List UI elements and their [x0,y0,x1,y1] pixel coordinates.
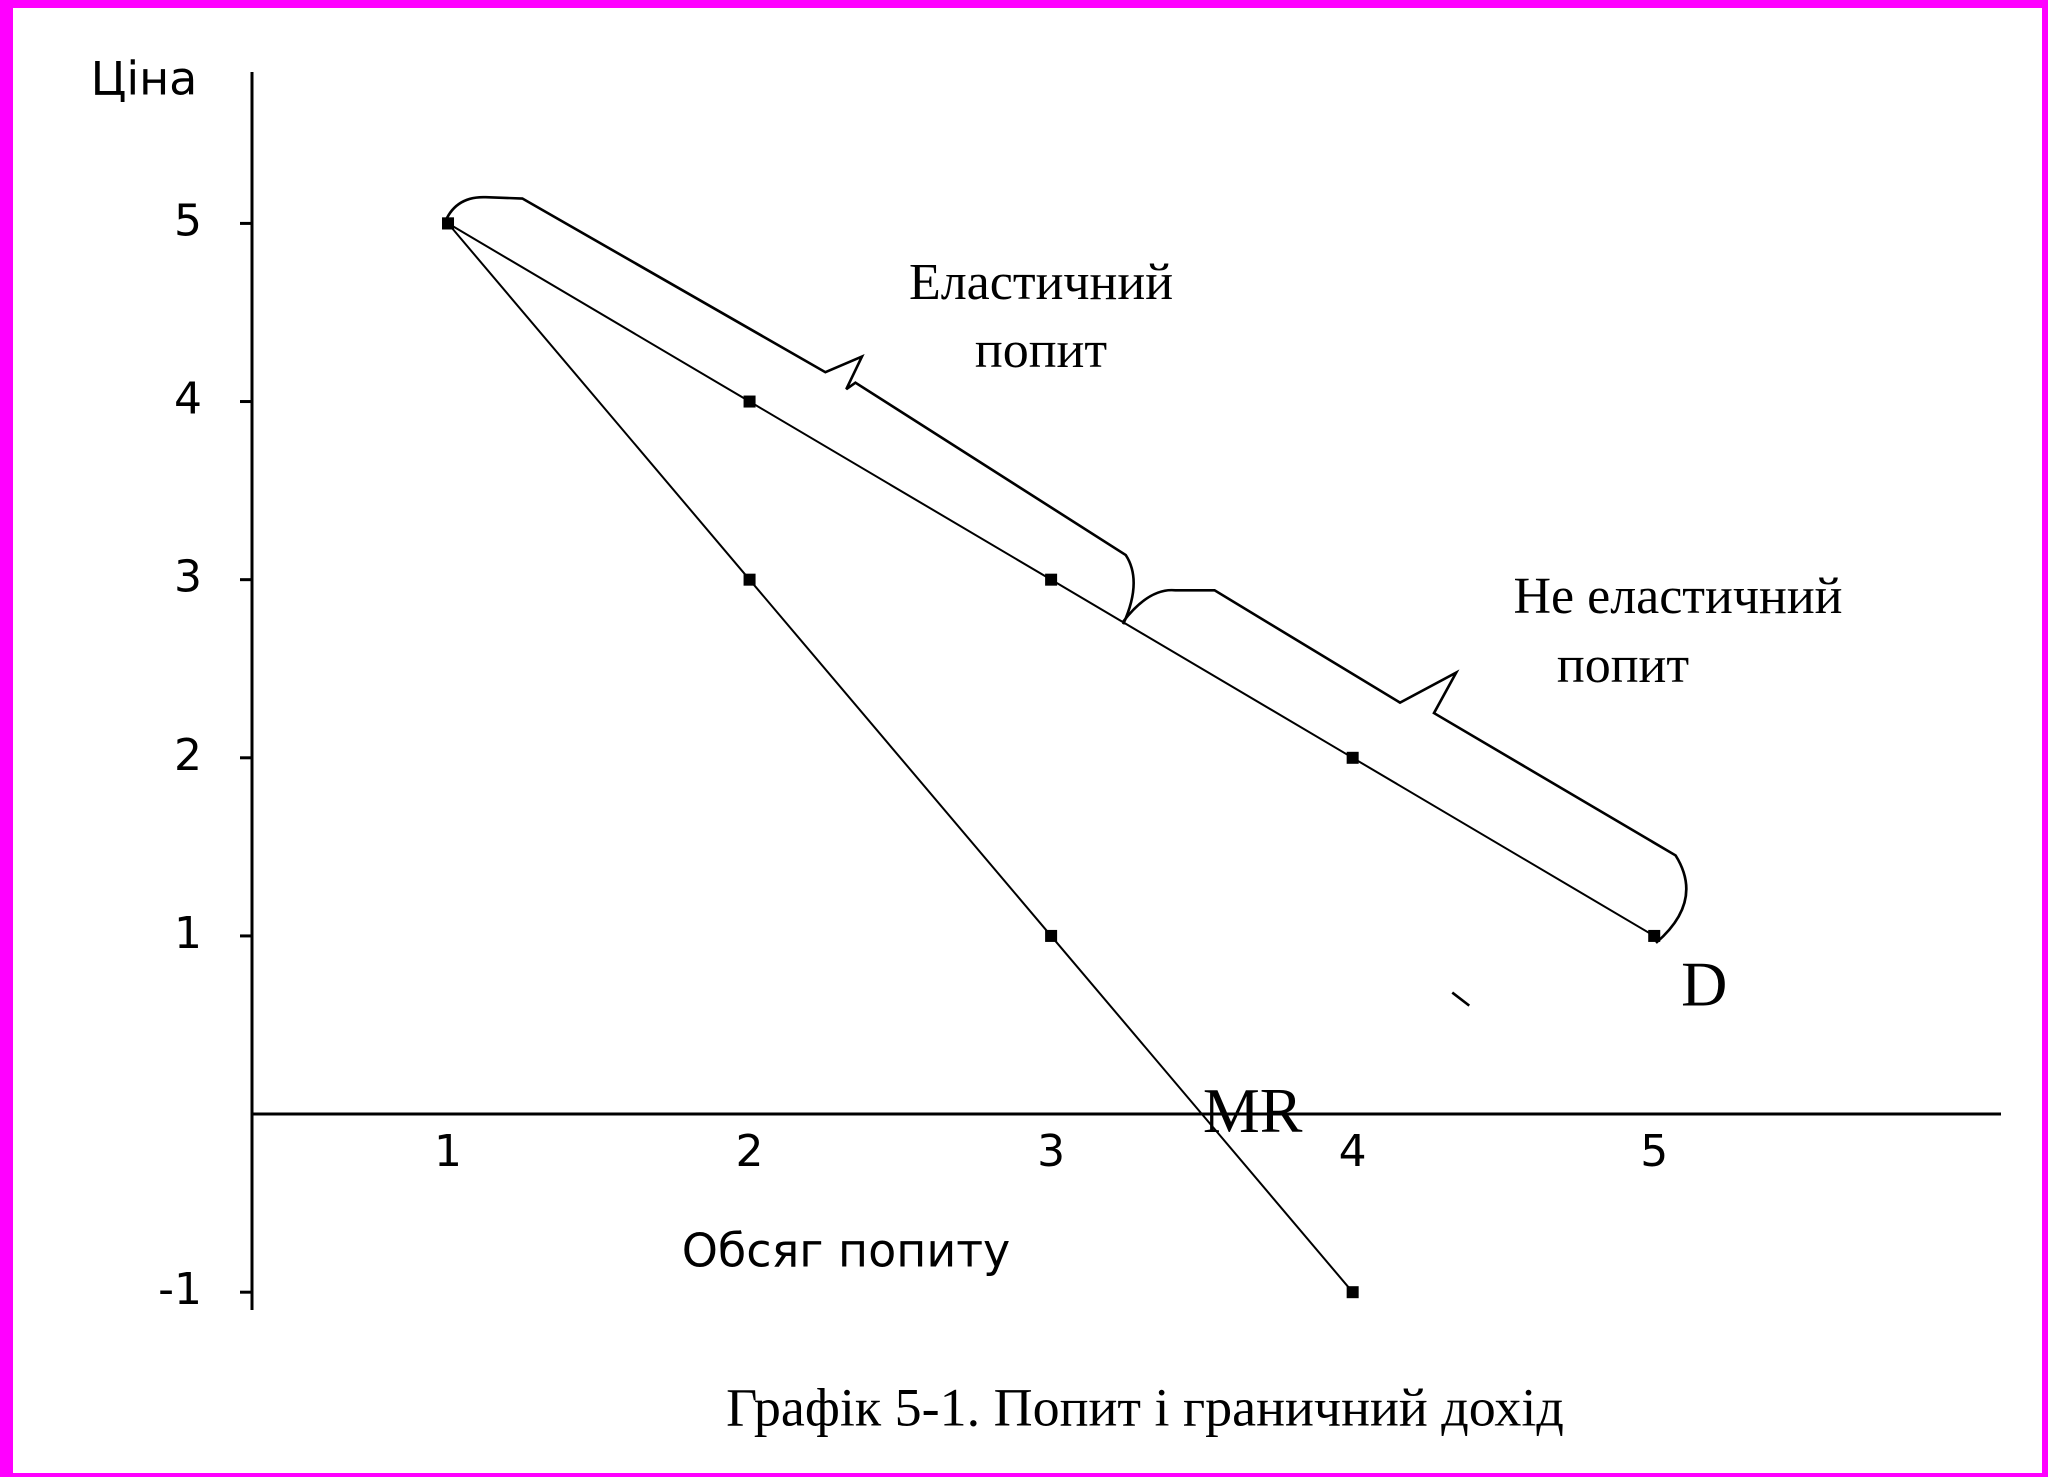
stray-mark [1451,991,1471,1007]
annotation: Еластичний [909,254,1173,311]
x-tick-label: 4 [1339,1126,1367,1177]
chart-title: Графік 5-1. Попит і граничний дохід [726,1377,1564,1437]
x-tick-label: 3 [1037,1126,1065,1177]
x-tick-label: 1 [434,1126,462,1177]
point [743,573,756,586]
series-label: MR [1203,1075,1303,1146]
annotation: попит [1557,637,1689,694]
elastic-bracket [442,195,1135,625]
x-tick-label: 5 [1640,1126,1668,1177]
point [1648,929,1661,942]
y-tick-label: 1 [174,908,202,959]
point [442,217,455,230]
y-tick-label: -1 [158,1264,202,1315]
callouts [442,195,1688,1007]
y-tick-label: 4 [174,374,202,425]
x-axis-label: Обсяг попиту [682,1224,1011,1278]
point [1045,573,1058,586]
point [1346,751,1359,764]
point [1346,1286,1359,1299]
annotation: Не еластичний [1513,568,1842,625]
point [1045,929,1058,942]
inelastic-bracket [1122,588,1688,944]
series-line [447,222,1354,1293]
y-tick-label: 3 [174,552,202,603]
annotation: попит [975,322,1107,379]
x-tick-label: 2 [736,1126,764,1177]
y-tick-label: 2 [174,730,202,781]
canvas [13,8,2042,1473]
series-label: D [1681,949,1727,1020]
y-axis-label: Ціна [91,52,198,106]
point [743,395,756,408]
y-tick-label: 5 [174,195,202,246]
